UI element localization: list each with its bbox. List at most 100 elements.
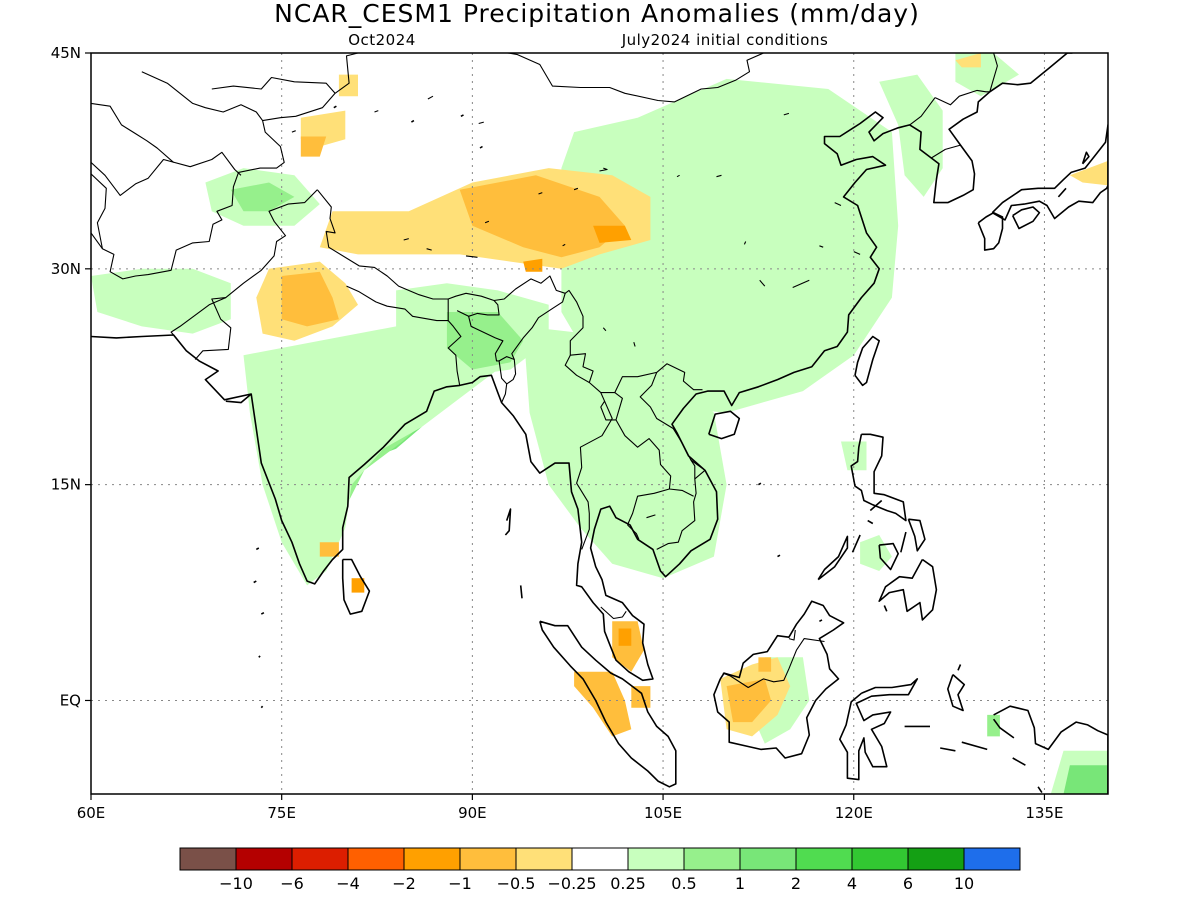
latitude-tick-label: 30N [51,260,81,278]
country-border [170,189,318,336]
anomaly-region [1063,765,1108,794]
coastline [91,53,1068,682]
coastline [838,678,919,781]
lake-outline [602,327,607,332]
colorbar-label: −10 [219,874,253,893]
colorbar-label: 4 [847,874,857,893]
small-island [869,499,883,512]
colorbar-swatch [291,847,349,871]
colorbar-swatch [179,847,237,871]
lake-outline [759,279,766,287]
graticule-layer [91,53,1108,794]
coastline [946,673,966,712]
colorbar-label: −2 [392,874,416,893]
coastline [341,558,371,615]
country-border [788,629,796,641]
longitude-tick-label: 90E [458,804,487,822]
country-border [931,144,961,159]
small-island [1057,187,1067,198]
colorbar-labels: −10 −6 −4 −2 −1 −0.5 −0.25 0.25 0.5 1 2 4 6 10 [219,874,974,893]
anomaly-region [631,686,651,708]
anomaly-shading-layer [91,53,1108,794]
longitude-tick-label: 60E [77,804,106,822]
small-island [479,145,483,149]
small-island [260,705,264,709]
anomaly-region [758,657,772,672]
anomaly-region [955,53,981,68]
country-border [600,606,627,620]
coastline [850,433,907,522]
island-outline-layer [253,105,1067,824]
country-border [447,320,462,386]
lake-outline [573,187,579,191]
country-border [316,189,703,394]
colorbar-swatch [403,847,461,871]
small-island [819,619,823,623]
small-island [867,519,874,525]
valid-month-label: Oct2024 [348,31,416,49]
colorbar-label: 2 [791,874,801,893]
anomaly-region [523,326,727,579]
coastline [1011,206,1041,230]
country-border [639,372,697,550]
anomaly-region [841,441,867,471]
lake-outline [478,121,484,125]
colorbar-label: −0.25 [547,874,596,893]
lake-outline [374,110,379,113]
country-border [934,89,990,106]
anomaly-region [91,268,231,334]
small-island [258,655,261,658]
map-plot-area [91,53,1108,824]
country-border [91,151,242,196]
country-border [194,297,232,360]
colorbar-label: −4 [336,874,360,893]
map-title: NCAR_CESM1 Precipitation Anomalies (mm/d… [274,0,920,28]
country-border [909,97,936,126]
small-island [253,580,257,584]
lake-outline [819,245,824,248]
anomaly-region [459,175,625,258]
latitude-tick-label: EQ [60,691,81,709]
colorbar-swatch [683,847,741,871]
latitude-tick-label: 45N [51,44,81,62]
small-island [851,534,861,553]
colorbar-swatch [907,847,965,871]
country-border [91,102,174,163]
lake-outline [783,112,790,116]
colorbar-swatch [571,847,629,871]
country-border [484,53,764,103]
longitude-tick-label: 105E [644,804,682,822]
country-border [600,400,616,421]
anomaly-region [523,258,543,272]
country-border [468,316,508,385]
anomaly-region [1069,160,1108,186]
small-island [460,114,464,118]
lake-outline [633,342,636,347]
map-frame [90,52,1109,795]
lake-outline [834,202,842,206]
coastline [854,335,881,387]
lake-outline [538,192,543,195]
country-border [576,392,613,550]
anomaly-region [879,74,943,197]
country-border [614,392,672,526]
lake-outline [853,251,861,255]
colorbar-label: 0.5 [671,874,696,893]
colorbar-label: 10 [954,874,974,893]
initial-conditions-label: July2024 initial conditions [621,31,829,49]
coastline [225,393,252,404]
coastline [713,600,845,759]
country-border [669,488,694,497]
lake-outline [426,248,432,251]
colorbar-swatch [963,847,1021,871]
coastline [878,558,938,621]
colorbar-swatch [739,847,797,871]
small-island [804,820,812,824]
colorbar-label: 6 [903,874,913,893]
country-border [91,232,103,250]
anomaly-region [338,74,358,97]
coastline-layer [91,53,1108,794]
anomaly-region [618,628,632,646]
longitude-tick-label: 120E [835,804,873,822]
